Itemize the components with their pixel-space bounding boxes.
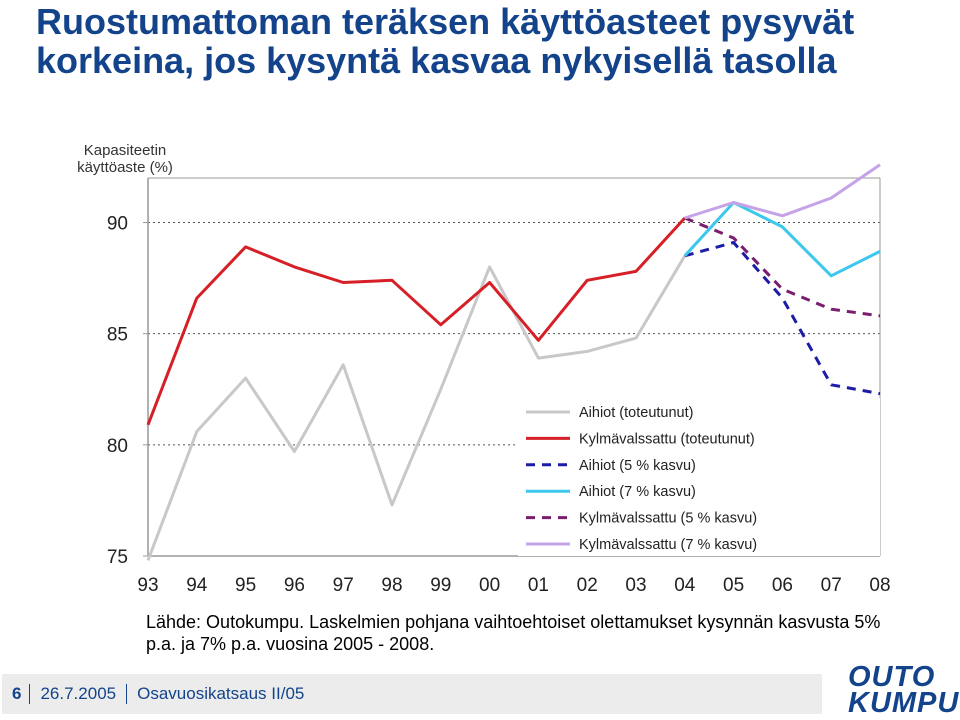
- y-tick-label-85: 85: [107, 325, 128, 346]
- x-tick-label-06: 06: [772, 575, 793, 596]
- x-tick-label-00: 00: [479, 575, 500, 596]
- page-title: Ruostumattoman teräksen käyttöasteet pys…: [36, 1, 855, 81]
- y-axis-label: Kapasiteetin käyttöaste (%): [77, 142, 173, 176]
- legend-label-3: Aihiot (7 % kasvu): [579, 484, 696, 500]
- y-tick-labels: 75 80 85 90: [107, 213, 148, 568]
- footer-bar: 6 26.7.2005 Osavuosikatsaus II/05: [2, 674, 822, 714]
- series-line-5: [684, 163, 881, 220]
- y-tick-label-75: 75: [107, 547, 128, 568]
- legend: Aihiot (toteutunut) Kylmävalssattu (toteu…: [518, 398, 880, 556]
- x-tick-label-02: 02: [577, 575, 598, 596]
- series-lines: [146, 163, 881, 561]
- x-tick-label-08: 08: [869, 575, 890, 596]
- page-number: 6: [2, 684, 31, 704]
- source-note: Lähde: Outokumpu. Laskelmien pohjana vai…: [146, 612, 881, 654]
- footer-date: 26.7.2005: [30, 684, 128, 704]
- legend-label-1: Kylmävalssattu (toteutunut): [579, 431, 755, 447]
- x-tick-label-05: 05: [723, 575, 744, 596]
- x-tick-label-01: 01: [528, 575, 549, 596]
- x-tick-label-95: 95: [235, 575, 256, 596]
- x-tick-label-93: 93: [137, 575, 158, 596]
- y-tick-label-90: 90: [107, 213, 128, 234]
- x-tick-label-97: 97: [333, 575, 354, 596]
- series-line-0: [146, 255, 687, 561]
- x-tick-labels: 93 94 95 96 97 98 99 00 01 02 03 04 05 06 07 08: [137, 575, 890, 596]
- x-tick-label-03: 03: [625, 575, 646, 596]
- logo-line-2: KUMPU: [848, 687, 960, 719]
- legend-label-2: Aihiot (5 % kasvu): [579, 458, 696, 474]
- y-tick-label-80: 80: [107, 436, 128, 457]
- legend-box: [518, 398, 880, 556]
- legend-label-4: Kylmävalssattu (5 % kasvu): [579, 511, 757, 527]
- series-line-2: [684, 241, 881, 396]
- x-tick-label-98: 98: [381, 575, 402, 596]
- x-tick-label-07: 07: [821, 575, 842, 596]
- report-name: Osavuosikatsaus II/05: [137, 684, 305, 703]
- series-line-3: [683, 201, 881, 278]
- x-tick-label-96: 96: [284, 575, 305, 596]
- x-tick-label-99: 99: [430, 575, 451, 596]
- legend-label-5: Kylmävalssattu (7 % kasvu): [579, 537, 757, 553]
- x-tick-label-04: 04: [674, 575, 696, 596]
- line-chart: 75 80 85 90 93 94 95 96 97 98 99 00 01 02 03 04 05 06 07 0…: [107, 163, 891, 596]
- series-line-1: [146, 216, 686, 426]
- x-tick-label-94: 94: [186, 575, 208, 596]
- logo-line-1: OUTO: [848, 661, 936, 693]
- series-line-4: [684, 216, 881, 318]
- legend-label-0: Aihiot (toteutunut): [579, 405, 693, 421]
- company-logo: OUTO KUMPU: [848, 661, 960, 719]
